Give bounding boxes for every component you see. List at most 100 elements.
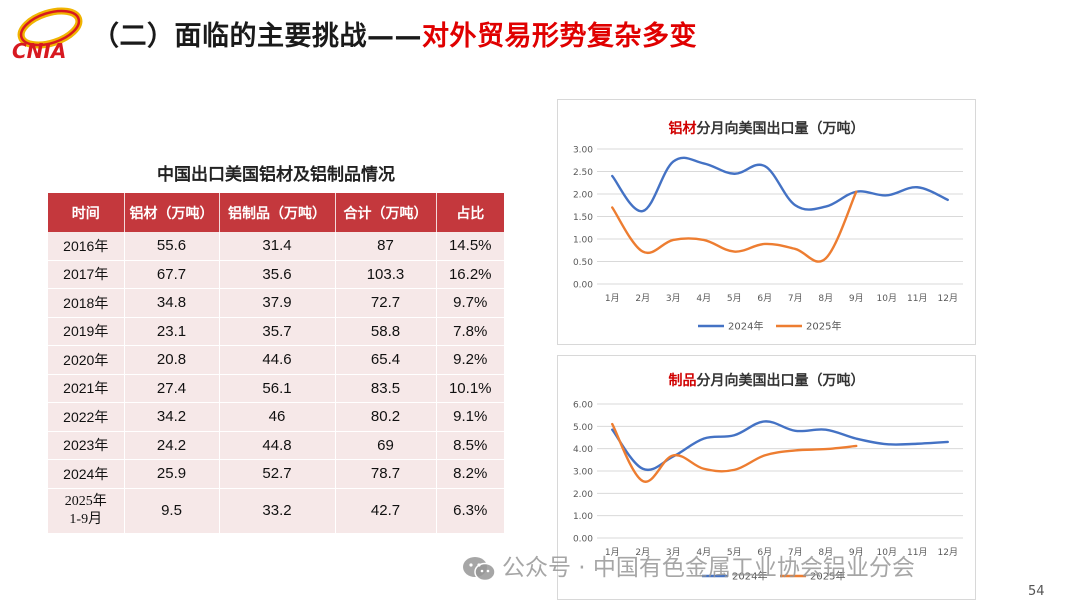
chart-aluminum-title: 铝材分月向美国出口量（万吨） <box>558 118 975 138</box>
cell-products: 46 <box>219 402 336 432</box>
cell-products: 35.7 <box>219 317 336 346</box>
table-row: 2018年 34.8 37.9 72.7 9.7% <box>48 288 504 318</box>
x-tick-label: 11月 <box>907 293 927 304</box>
cell-year: 2025年 1-9月 <box>48 488 125 534</box>
x-tick-label: 2月 <box>635 547 650 558</box>
cell-total: 78.7 <box>335 459 437 489</box>
cell-products: 33.2 <box>219 488 336 534</box>
legend-label: 2024年 <box>728 320 763 333</box>
page-number: 54 <box>1028 584 1045 599</box>
header-time: 时间 <box>48 193 125 232</box>
x-tick-label: 10月 <box>877 547 897 558</box>
cnia-logo-graphic: CNIA <box>12 7 83 63</box>
x-tick-label: 3月 <box>666 293 681 304</box>
series-line-2024年 <box>611 156 949 213</box>
cell-products: 52.7 <box>219 459 336 489</box>
cell-year: 2016年 <box>48 232 125 261</box>
chart-aluminum-title-highlight: 铝材 <box>668 121 697 137</box>
header-products: 铝制品（万吨） <box>219 193 336 232</box>
table-row: 2022年 34.2 46 80.2 9.1% <box>48 402 504 432</box>
title-prefix: （二）面临的主要挑战—— <box>92 21 422 52</box>
logo-text: CNIA <box>12 39 66 62</box>
watermark: 公众号 · 中国有色金属工业协会铝业分会 <box>462 548 915 583</box>
cell-share: 10.1% <box>436 374 504 403</box>
cell-aluminum: 20.8 <box>124 345 220 375</box>
cell-products: 44.8 <box>219 431 336 460</box>
cell-total: 65.4 <box>335 345 437 375</box>
x-tick-label: 7月 <box>788 547 803 558</box>
x-tick-label: 8月 <box>818 547 833 558</box>
cell-total: 69 <box>335 431 437 460</box>
cell-aluminum: 34.8 <box>124 288 220 318</box>
page-title: （二）面临的主要挑战——对外贸易形势复杂多变 <box>92 14 697 53</box>
cell-year: 2021年 <box>48 374 125 403</box>
cell-year-line2: 1-9月 <box>69 511 103 527</box>
cell-year: 2017年 <box>48 260 125 289</box>
y-tick-label: 2.00 <box>573 490 593 500</box>
y-tick-label: 1.00 <box>573 236 593 246</box>
x-tick-label: 8月 <box>818 293 833 304</box>
cell-products: 35.6 <box>219 260 336 289</box>
table-title: 中国出口美国铝材及铝制品情况 <box>157 165 395 185</box>
cell-total: 42.7 <box>335 488 437 534</box>
table-row: 2023年 24.2 44.8 69 8.5% <box>48 431 504 460</box>
cell-products: 37.9 <box>219 288 336 318</box>
cell-products: 56.1 <box>219 374 336 403</box>
x-tick-label: 4月 <box>696 293 711 304</box>
cell-year: 2022年 <box>48 402 125 432</box>
cell-total: 83.5 <box>335 374 437 403</box>
cell-total: 72.7 <box>335 288 437 318</box>
chart-products: 制品分月向美国出口量（万吨） 0.00 1.00 2.00 3.00 4.00 5.00 6… <box>557 355 976 600</box>
cell-aluminum: 34.2 <box>124 402 220 432</box>
cell-year: 2023年 <box>48 431 125 460</box>
y-tick-label: 1.00 <box>573 512 593 522</box>
cell-share: 8.5% <box>436 431 504 460</box>
y-tick-label: 1.50 <box>573 213 593 223</box>
watermark-text: 公众号 · 中国有色金属工业协会铝业分会 <box>502 555 915 581</box>
table-row: 2016年 55.6 31.4 87 14.5% <box>48 232 504 261</box>
cell-total: 103.3 <box>335 260 437 289</box>
y-tick-label: 5.00 <box>573 423 593 433</box>
cell-share: 6.3% <box>436 488 504 534</box>
x-tick-label: 6月 <box>757 547 772 558</box>
x-tick-label: 1月 <box>605 293 620 304</box>
cell-total: 58.8 <box>335 317 437 346</box>
table-row: 2017年 67.7 35.6 103.3 16.2% <box>48 260 504 289</box>
y-tick-label: 2.00 <box>573 191 593 201</box>
legend-label: 2025年 <box>810 570 845 583</box>
cell-share: 8.2% <box>436 459 504 489</box>
export-table: 时间 铝材（万吨） 铝制品（万吨） 合计（万吨） 占比 2016年 55.6 31.… <box>48 193 504 534</box>
x-tick-label: 12月 <box>938 293 958 304</box>
series-line-2025年 <box>611 422 858 483</box>
cell-aluminum: 9.5 <box>124 488 220 534</box>
cell-share: 16.2% <box>436 260 504 289</box>
cell-aluminum: 67.7 <box>124 260 220 289</box>
y-tick-label: 0.50 <box>573 258 593 268</box>
x-tick-label: 9月 <box>849 293 864 304</box>
y-tick-label: 0.00 <box>573 281 593 291</box>
title-emphasis: 对外贸易形势复杂多变 <box>422 21 697 52</box>
cell-aluminum: 27.4 <box>124 374 220 403</box>
x-tick-label: 5月 <box>727 547 742 558</box>
chart-products-title-rest: 分月向美国出口量（万吨） <box>696 373 865 389</box>
table-header-row: 时间 铝材（万吨） 铝制品（万吨） 合计（万吨） 占比 <box>48 193 504 232</box>
x-tick-label: 11月 <box>907 547 927 558</box>
y-tick-label: 4.00 <box>573 445 593 455</box>
chart-aluminum-title-rest: 分月向美国出口量（万吨） <box>696 121 865 137</box>
series-line-2024年 <box>611 420 949 472</box>
x-tick-label: 5月 <box>727 293 742 304</box>
cell-share: 9.2% <box>436 345 504 375</box>
legend-label: 2025年 <box>806 320 841 333</box>
legend-label: 2024年 <box>732 570 767 583</box>
table-row: 2019年 23.1 35.7 58.8 7.8% <box>48 317 504 346</box>
table-row: 2020年 20.8 44.6 65.4 9.2% <box>48 345 504 375</box>
y-tick-label: 2.50 <box>573 168 593 178</box>
y-tick-label: 0.00 <box>573 535 593 545</box>
cell-aluminum: 24.2 <box>124 431 220 460</box>
table-row: 2021年 27.4 56.1 83.5 10.1% <box>48 374 504 403</box>
cell-year-line1: 2025年 <box>64 493 107 509</box>
x-tick-label: 4月 <box>696 547 711 558</box>
cell-year: 2018年 <box>48 288 125 318</box>
y-tick-label: 6.00 <box>573 401 593 411</box>
x-tick-label: 6月 <box>757 293 772 304</box>
